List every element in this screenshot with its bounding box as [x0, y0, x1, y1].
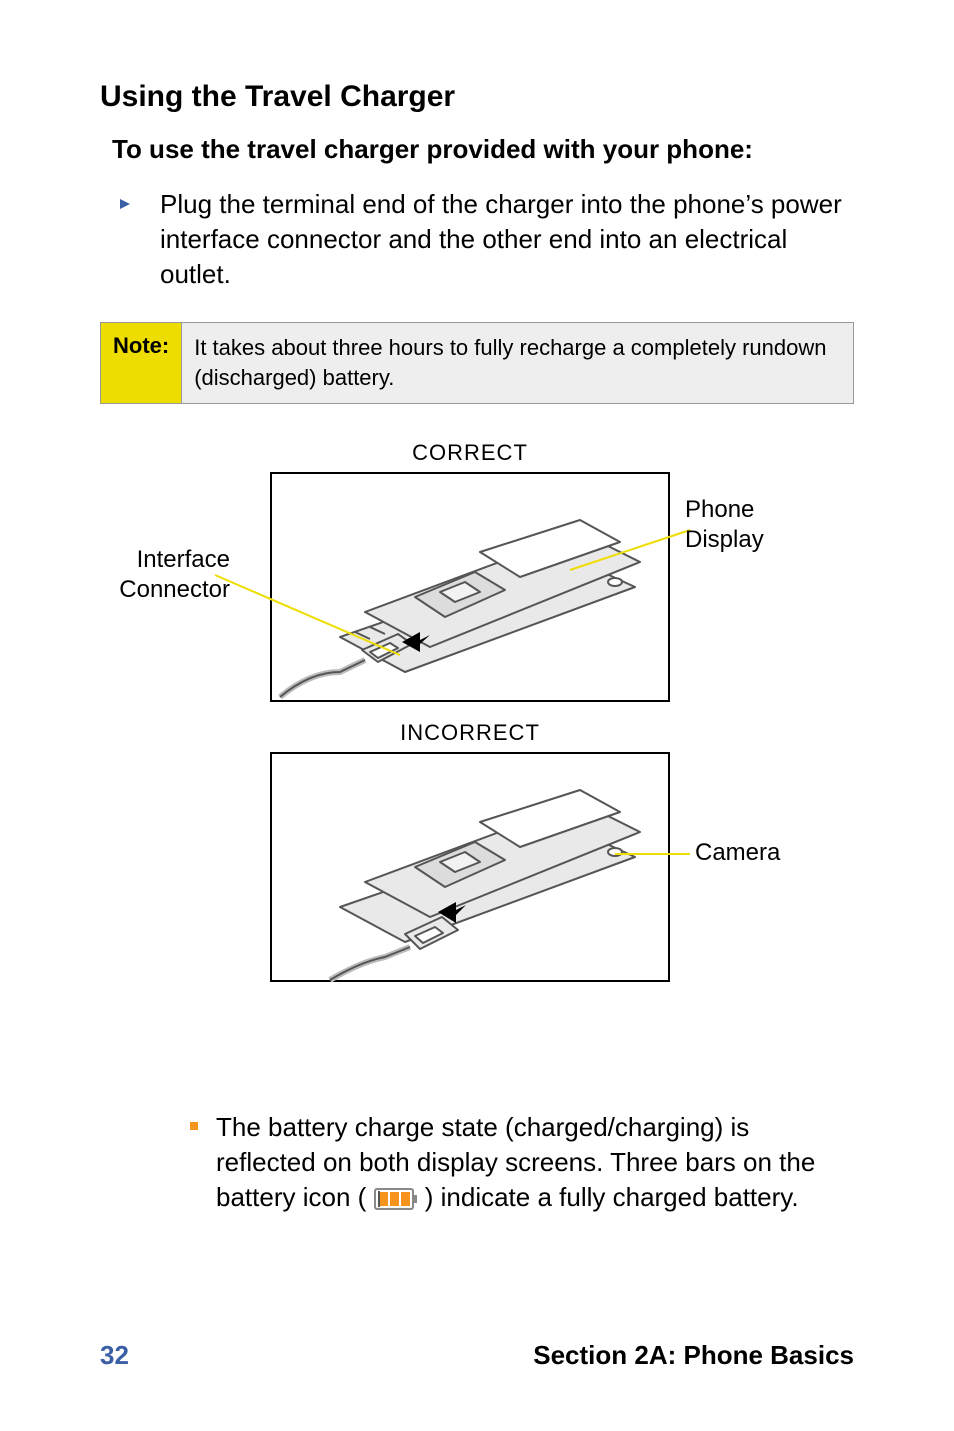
page-number: 32	[100, 1340, 129, 1371]
battery-icon	[374, 1186, 418, 1221]
caption-incorrect: INCORRECT	[270, 720, 670, 746]
triangle-bullet-icon	[118, 197, 132, 216]
callout-camera: Camera	[695, 838, 780, 868]
square-bullet-icon	[190, 1122, 198, 1130]
battery-note-row: The battery charge state (charged/chargi…	[190, 1110, 854, 1221]
note-body: It takes about three hours to fully rech…	[182, 323, 854, 403]
step-row: Plug the terminal end of the charger int…	[118, 187, 854, 292]
heading-using-travel-charger: Using the Travel Charger	[100, 80, 854, 114]
section-label: Section 2A: Phone Basics	[533, 1340, 854, 1371]
callout-phone-display: Phone Display	[685, 495, 805, 555]
caption-correct: CORRECT	[270, 440, 670, 466]
note-box: Note: It takes about three hours to full…	[100, 322, 854, 403]
subheading-to-use: To use the travel charger provided with …	[112, 134, 854, 165]
battery-note-after: ) indicate a fully charged battery.	[418, 1182, 799, 1212]
diagram-area: CORRECT	[100, 440, 854, 1100]
step-text: Plug the terminal end of the charger int…	[160, 187, 854, 292]
note-label: Note:	[101, 323, 182, 403]
battery-note-text: The battery charge state (charged/chargi…	[216, 1110, 854, 1221]
diagram-incorrect	[270, 752, 670, 982]
callout-interface-connector: Interface Connector	[100, 545, 230, 605]
diagram-correct	[270, 472, 670, 702]
page-footer: 32 Section 2A: Phone Basics	[100, 1340, 854, 1371]
